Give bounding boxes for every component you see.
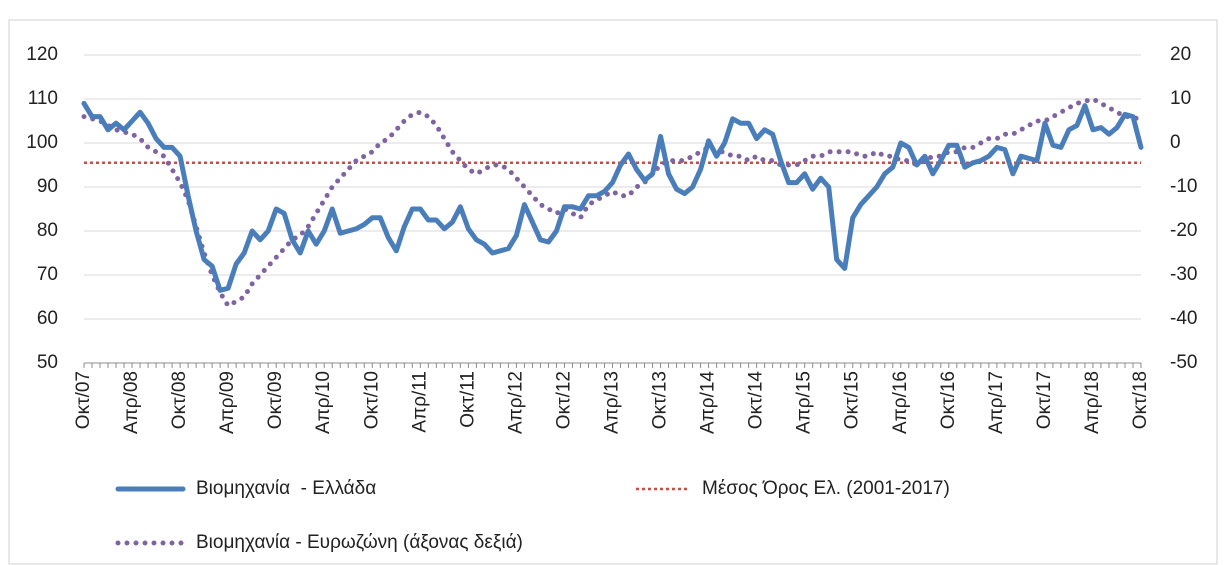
y2-tick-label: -30 xyxy=(1170,264,1197,285)
x-tick-label: Απρ/12 xyxy=(505,371,526,434)
x-tick-label: Απρ/17 xyxy=(986,371,1007,434)
y2-tick-label: -40 xyxy=(1170,308,1197,329)
y-tick-label: 90 xyxy=(37,176,58,197)
x-tick-label: Οκτ/14 xyxy=(746,371,767,430)
x-tick-label: Οκτ/15 xyxy=(842,371,863,429)
x-tick-label: Οκτ/08 xyxy=(169,371,190,429)
x-tick-label: Απρ/08 xyxy=(121,371,142,434)
x-tick-label: Απρ/14 xyxy=(698,371,719,434)
y2-tick-label: 10 xyxy=(1170,88,1191,109)
x-tick-label: Οκτ/12 xyxy=(553,371,574,429)
x-tick-label: Οκτ/16 xyxy=(938,371,959,429)
x-tick-label: Οκτ/13 xyxy=(650,371,671,429)
x-tick-label: Απρ/11 xyxy=(409,371,430,433)
y-tick-label: 80 xyxy=(37,220,58,241)
chart-frame xyxy=(8,19,1218,565)
y-tick-label: 60 xyxy=(37,308,58,329)
x-tick-label: Οκτ/09 xyxy=(265,371,286,429)
y-tick-label: 70 xyxy=(37,264,58,285)
x-tick-label: Οκτ/11 xyxy=(457,371,478,428)
x-tick-label: Απρ/10 xyxy=(313,371,334,434)
x-tick-label: Οκτ/10 xyxy=(361,371,382,429)
y2-tick-label: 20 xyxy=(1170,44,1191,65)
x-tick-label: Απρ/09 xyxy=(217,371,238,434)
legend-label: Μέσος Όρος Ελ. (2001-2017) xyxy=(702,478,950,499)
legend-label: Βιομηχανία - Ελλάδα xyxy=(196,478,376,499)
x-tick-label: Οκτ/18 xyxy=(1130,371,1151,429)
x-tick-label: Οκτ/17 xyxy=(1034,371,1055,429)
x-tick-label: Απρ/13 xyxy=(602,371,623,434)
y2-tick-label: 0 xyxy=(1170,132,1181,153)
x-tick-label: Απρ/15 xyxy=(794,371,815,434)
y2-tick-label: -50 xyxy=(1170,352,1197,373)
data-line xyxy=(81,100,1144,293)
y-tick-label: 120 xyxy=(26,44,58,65)
y-tick-label: 100 xyxy=(26,132,58,153)
y2-tick-label: -20 xyxy=(1170,220,1197,241)
y-tick-label: 50 xyxy=(37,352,58,373)
y2-tick-label: -10 xyxy=(1170,176,1197,197)
x-tick-label: Οκτ/07 xyxy=(73,371,94,429)
data-line xyxy=(81,96,1144,310)
legend-label: Βιομηχανία - Ευρωζώνη (άξονας δεξιά) xyxy=(196,532,523,553)
x-tick-label: Απρ/18 xyxy=(1082,371,1103,434)
x-tick-label: Απρ/16 xyxy=(890,371,911,434)
y-tick-label: 110 xyxy=(28,88,58,109)
